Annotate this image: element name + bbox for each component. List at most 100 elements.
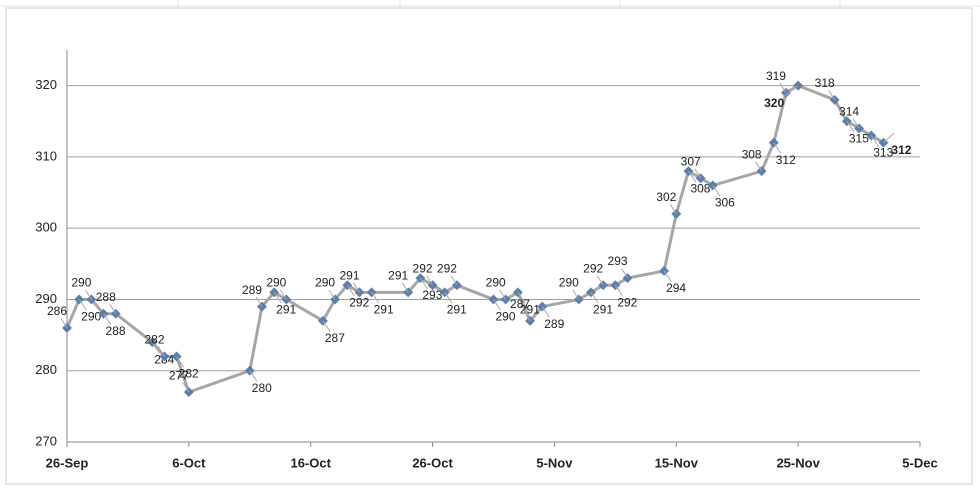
leader-line [828,90,836,101]
leader-line [493,299,502,311]
leader-line [322,320,331,332]
data-label: 314 [839,105,859,119]
data-label: 318 [815,76,835,90]
leader-line [109,303,117,314]
leader-line [773,142,782,154]
leader-line [852,118,860,129]
leader-line [870,135,879,147]
sheet-grid [0,0,980,8]
leader-line [255,296,263,307]
leader-line [371,292,380,304]
x-tick-label: 15-Nov [655,455,699,470]
leader-line [783,85,799,97]
data-label: 308 [742,147,762,161]
data-label: 288 [106,324,126,338]
leader-line [517,292,526,304]
leader-line [401,282,409,293]
data-label: 290 [495,310,515,324]
data-label: 282 [144,333,164,347]
data-label: 287 [510,297,530,311]
leader-line [499,289,507,300]
x-tick-label: 26-Oct [412,455,453,470]
data-label: 290 [266,276,286,290]
data-label: 291 [276,302,296,316]
leader-line [614,284,623,297]
data-label: 292 [413,261,433,275]
data-label: 319 [766,69,786,83]
leader-line [158,346,165,357]
y-tick-label: 320 [35,77,57,92]
leader-line [346,284,355,297]
y-tick-label: 310 [35,148,57,163]
leader-line [590,292,599,304]
data-label: 291 [593,302,613,316]
chart-frame [5,7,973,485]
x-tick-label: 5-Nov [536,455,573,470]
leader-line [541,306,550,318]
data-label: 320 [764,96,784,110]
leader-line [353,282,360,293]
data-label: 282 [179,367,199,381]
y-tick-label: 300 [35,220,57,235]
data-label: 292 [583,261,603,275]
y-tick-label: 280 [35,362,57,377]
x-tick-label: 25-Nov [776,455,820,470]
leader-line [103,313,112,325]
leader-line [78,299,87,311]
data-label: 290 [486,276,506,290]
data-label: 312 [776,153,796,167]
data-label: 289 [242,283,262,297]
data-label: 292 [349,295,369,309]
leader-line [151,341,160,354]
leader-line [883,132,895,144]
data-label: 291 [388,268,408,282]
leader-line [279,289,287,300]
leader-line [84,289,92,300]
data-label: 277 [169,368,189,382]
leader-line [450,275,458,286]
leader-line [712,185,721,197]
data-label: 291 [374,302,394,316]
data-label: 294 [666,281,686,295]
data-label: 288 [96,290,116,304]
data-label: 313 [873,146,893,160]
data-label: 290 [315,276,335,290]
data-label: 290 [81,310,101,324]
data-label: 312 [891,143,911,157]
leader-line [60,318,68,329]
data-label: 292 [617,295,637,309]
y-tick-label: 290 [35,291,57,306]
data-label: 308 [690,181,710,195]
data-label: 293 [608,254,628,268]
x-tick-label: 6-Oct [172,455,206,470]
leader-line [523,310,531,322]
leader-line [426,275,433,286]
leader-line [694,168,702,179]
data-label: 302 [656,190,676,204]
leader-line [621,268,628,279]
leader-line [846,120,855,133]
data-label: 315 [849,131,869,145]
data-label: 289 [544,317,564,331]
data-label: 286 [47,304,67,318]
leader-line [444,292,453,304]
x-tick-label: 5-Dec [902,455,937,470]
data-label: 291 [339,268,359,282]
leader-line [328,289,336,300]
leader-line [176,356,185,368]
leader-line [688,170,697,183]
leader-line [596,275,604,286]
leader-line [419,277,429,290]
leader-line [249,370,258,382]
data-label: 292 [437,261,457,275]
data-label: 280 [252,381,272,395]
x-tick-label: 16-Oct [290,455,331,470]
data-label: 293 [422,288,442,302]
data-label: 306 [715,196,735,210]
leader-line [663,270,672,283]
data-label: 290 [71,276,91,290]
data-label: 291 [447,302,467,316]
y-tick-label: 270 [35,433,57,448]
data-label: 287 [325,331,345,345]
